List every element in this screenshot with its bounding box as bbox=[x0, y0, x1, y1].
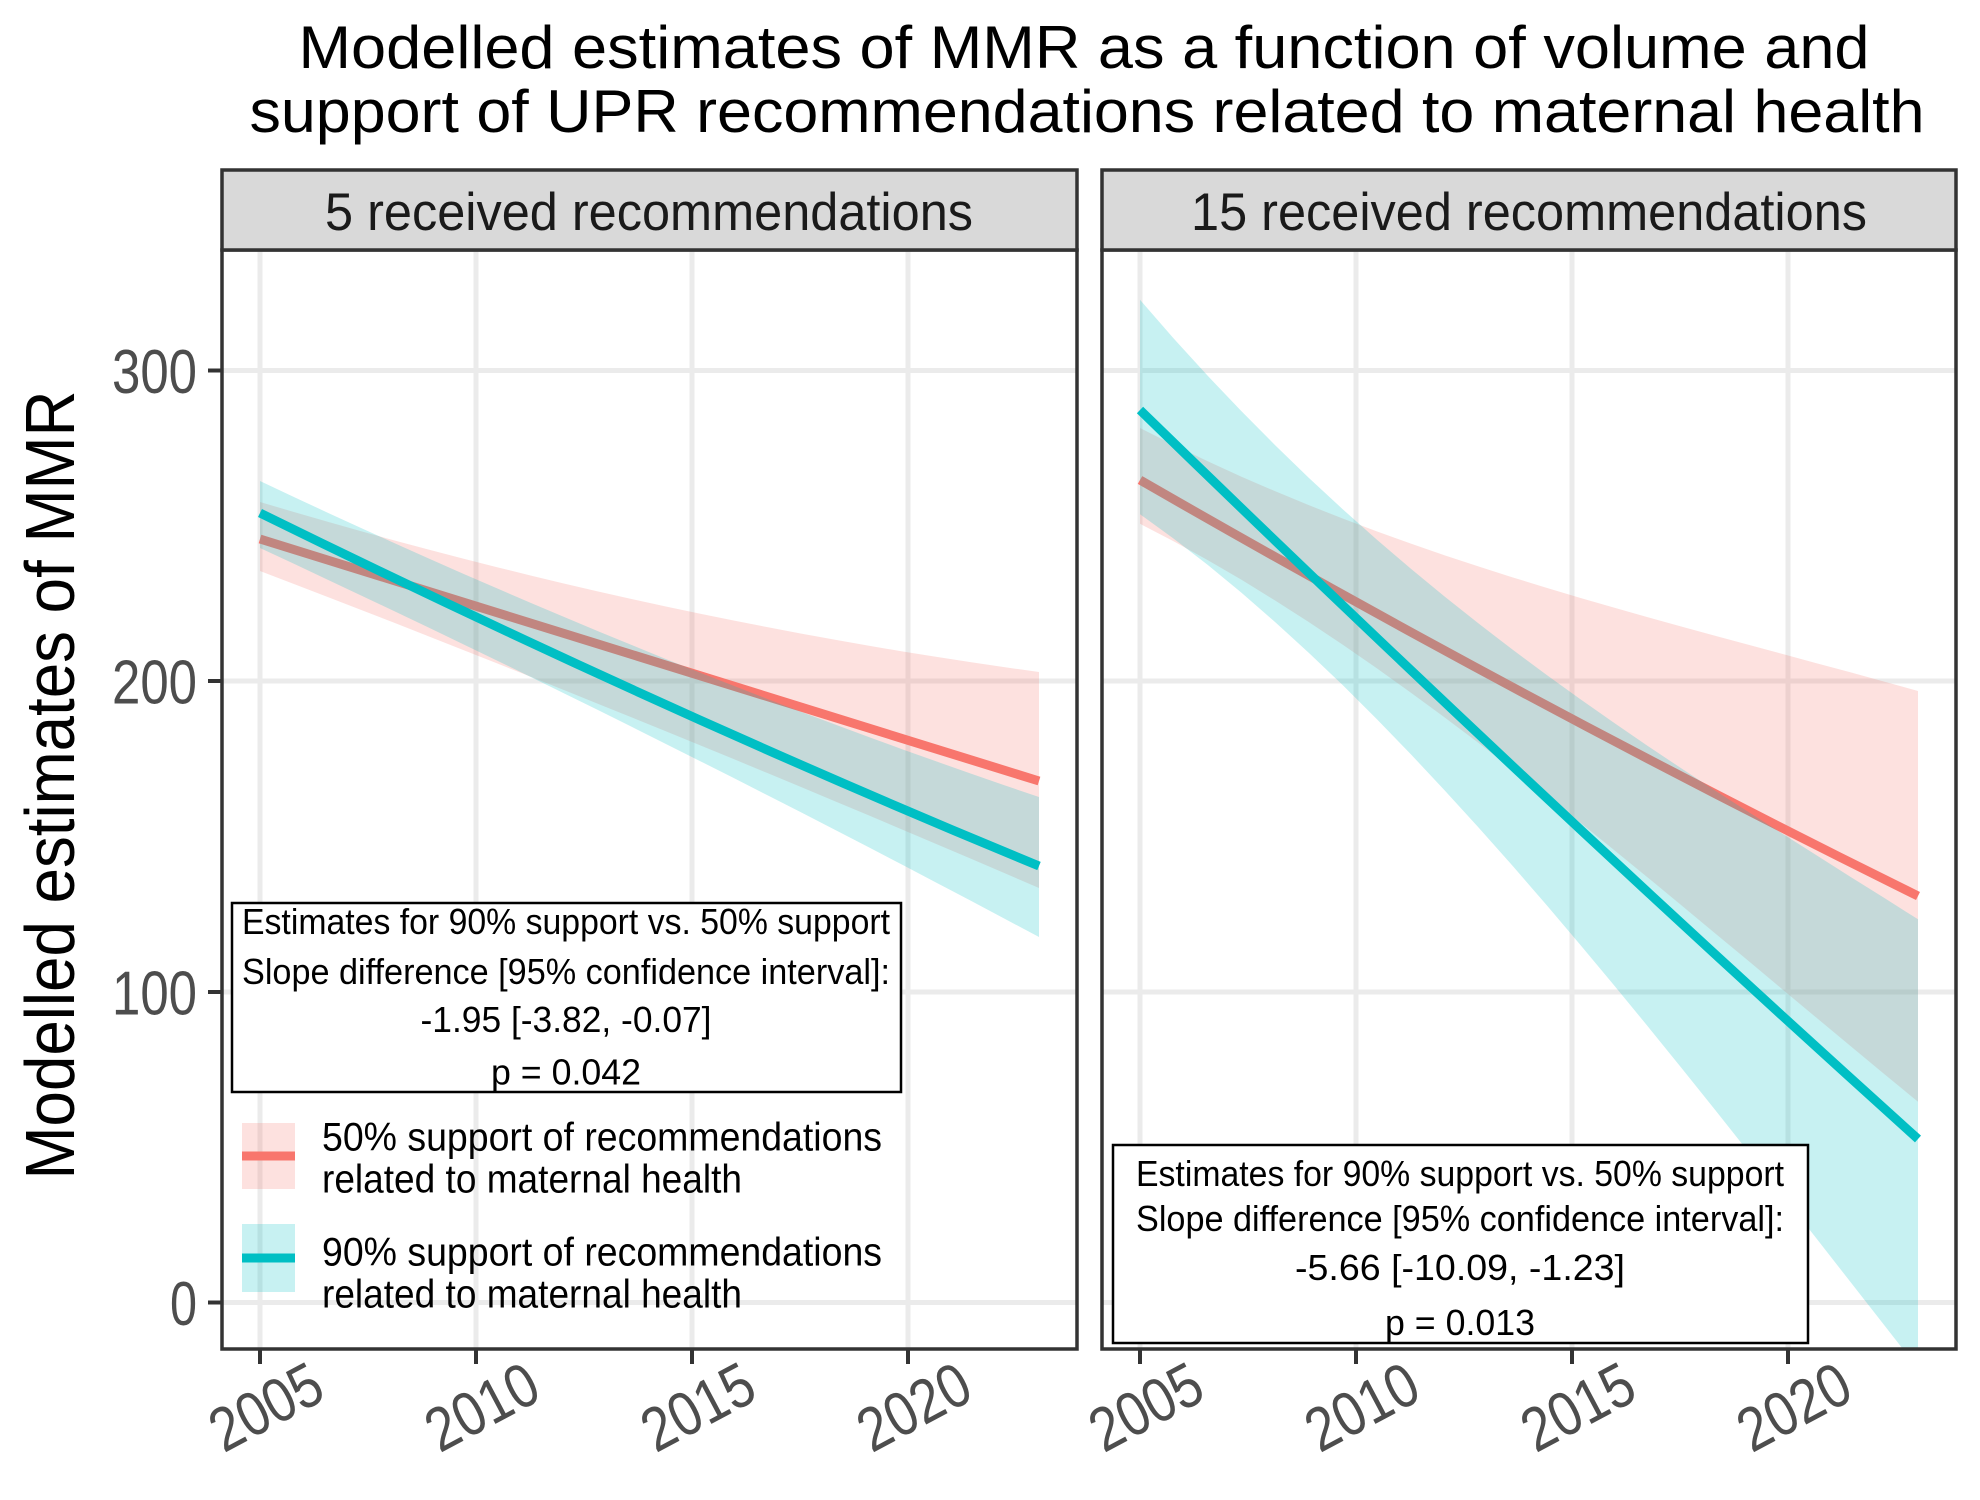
svg-text:5 received recommendations: 5 received recommendations bbox=[325, 183, 973, 242]
svg-text:support of UPR recommendations: support of UPR recommendations related t… bbox=[250, 78, 1925, 145]
svg-text:-1.95 [-3.82, -0.07]: -1.95 [-3.82, -0.07] bbox=[421, 999, 712, 1040]
svg-text:Slope difference [95% confiden: Slope difference [95% confidence interva… bbox=[242, 951, 890, 992]
svg-text:-5.66 [-10.09, -1.23]: -5.66 [-10.09, -1.23] bbox=[1295, 1247, 1625, 1288]
svg-text:50% support of recommendations: 50% support of recommendations bbox=[322, 1116, 882, 1160]
svg-text:Estimates for 90% support vs.: Estimates for 90% support vs. 50% suppor… bbox=[242, 901, 890, 942]
svg-text:Estimates for 90% support vs.: Estimates for 90% support vs. 50% suppor… bbox=[1136, 1153, 1784, 1194]
svg-text:200: 200 bbox=[112, 649, 197, 718]
svg-text:Slope difference [95% confiden: Slope difference [95% confidence interva… bbox=[1136, 1198, 1784, 1239]
svg-text:p = 0.042: p = 0.042 bbox=[491, 1052, 641, 1093]
svg-text:related to maternal health: related to maternal health bbox=[322, 1273, 742, 1317]
svg-text:15 received recommendations: 15 received recommendations bbox=[1191, 183, 1867, 242]
svg-text:related to maternal health: related to maternal health bbox=[322, 1158, 742, 1202]
svg-text:Modelled estimates of MMR as a: Modelled estimates of MMR as a function … bbox=[299, 14, 1870, 81]
svg-text:90% support of recommendations: 90% support of recommendations bbox=[322, 1231, 882, 1275]
svg-text:300: 300 bbox=[112, 338, 197, 407]
svg-text:p = 0.013: p = 0.013 bbox=[1385, 1302, 1535, 1343]
svg-text:100: 100 bbox=[112, 960, 197, 1029]
svg-text:0: 0 bbox=[170, 1270, 197, 1339]
svg-text:Modelled estimates of MMR: Modelled estimates of MMR bbox=[11, 391, 89, 1180]
